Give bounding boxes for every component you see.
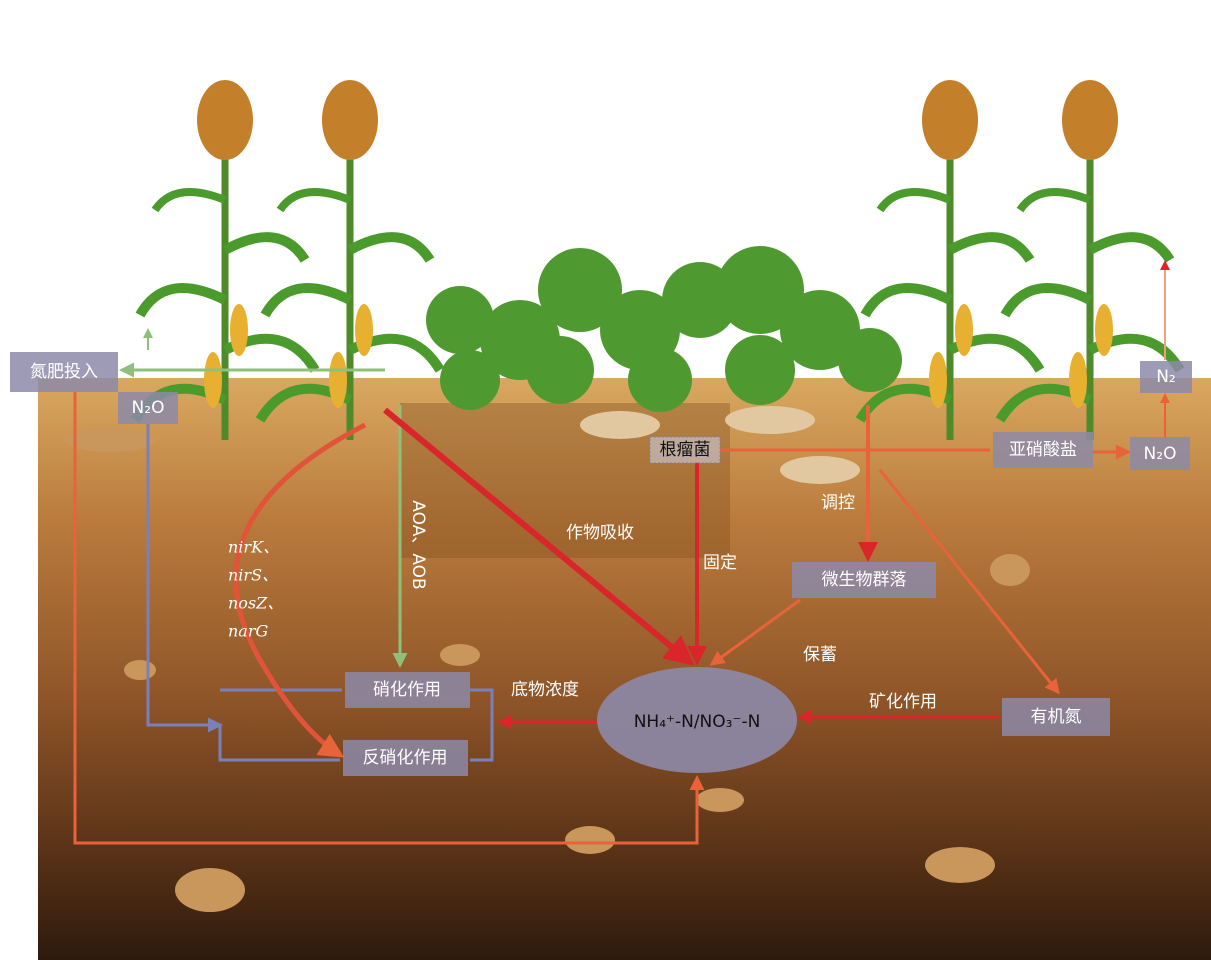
decoration — [426, 286, 494, 354]
decoration — [628, 348, 692, 412]
soil-n-pool — [597, 667, 797, 773]
gene-label: nirS、 — [228, 566, 278, 585]
decoration — [440, 350, 500, 410]
nodules — [580, 406, 860, 484]
node-box — [792, 562, 936, 598]
root-zone — [400, 403, 730, 558]
process-label: 调控 — [821, 493, 855, 513]
node-label: N₂O — [132, 398, 165, 418]
process-label: 底物浓度 — [511, 680, 579, 700]
process-label: 作物吸收 — [566, 523, 634, 543]
decoration — [725, 335, 795, 405]
decoration — [565, 826, 615, 854]
process-label: AOA、AOB — [408, 500, 428, 589]
gene-label: nosZ、 — [228, 594, 283, 613]
decoration — [878, 469, 1060, 695]
decoration — [383, 407, 695, 666]
stones — [65, 428, 1030, 912]
decoration — [526, 336, 594, 404]
decoration — [233, 422, 367, 758]
node-label: 微生物群落 — [822, 570, 907, 590]
decoration — [709, 598, 801, 666]
node-box — [118, 392, 178, 424]
decoration — [175, 868, 245, 912]
gene-label: nirK、 — [228, 538, 279, 557]
decoration — [990, 554, 1030, 586]
node-label: 反硝化作用 — [363, 748, 448, 768]
decoration — [580, 411, 660, 439]
node-label: 根瘤菌 — [660, 440, 711, 460]
decoration — [925, 847, 995, 883]
node-label: 氮肥投入 — [30, 362, 98, 382]
process-label: 矿化作用 — [869, 692, 937, 712]
decoration — [440, 644, 480, 666]
node-label: 亚硝酸盐 — [1009, 440, 1077, 460]
decoration — [65, 428, 155, 452]
node-label: N₂O — [1144, 444, 1177, 464]
node-label: NH₄⁺-N/NO₃⁻-N — [634, 712, 761, 732]
process-label: 保蓄 — [803, 645, 837, 665]
node-box — [345, 672, 470, 708]
decoration — [725, 406, 815, 434]
node-label: 硝化作用 — [373, 680, 441, 700]
node-label: 有机氮 — [1031, 707, 1082, 727]
soybean-plants — [426, 246, 902, 412]
decoration — [716, 246, 804, 334]
process-label: 固定 — [703, 553, 737, 573]
node-box — [1130, 437, 1190, 470]
node-box — [993, 432, 1093, 468]
decoration — [780, 456, 860, 484]
node-label: N₂ — [1156, 367, 1176, 387]
gene-label: narG — [228, 622, 268, 641]
decoration — [838, 328, 902, 392]
node-box — [1140, 361, 1192, 393]
decoration — [124, 660, 156, 680]
decoration — [696, 788, 744, 812]
node-box — [1002, 698, 1110, 736]
node-box — [343, 740, 468, 776]
node-box — [649, 436, 721, 464]
decoration — [538, 248, 622, 332]
arrows — [73, 260, 1170, 845]
decoration — [73, 392, 705, 845]
node-box — [10, 352, 118, 392]
soil — [38, 378, 1211, 960]
